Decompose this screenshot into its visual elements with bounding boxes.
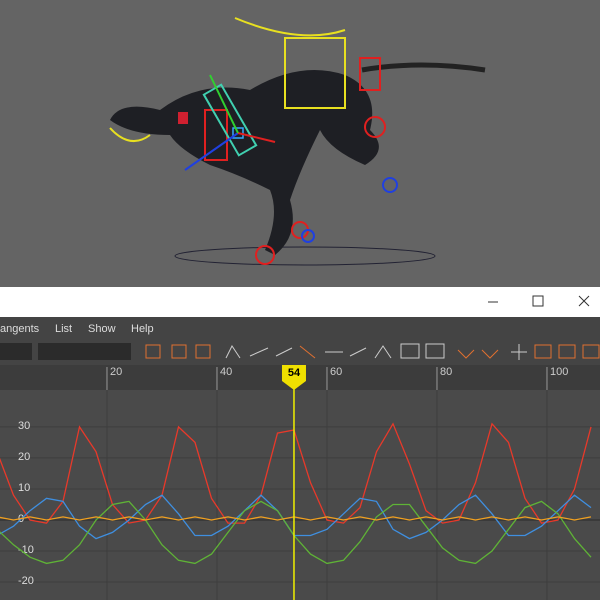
x-tick-label: 60	[330, 366, 342, 378]
y-tick-label: 10	[18, 482, 30, 494]
y-tick-label: -20	[18, 575, 34, 587]
y-tick-label: 30	[18, 420, 30, 432]
close-button[interactable]	[578, 295, 590, 307]
x-tick-label: 20	[110, 366, 122, 378]
input-field[interactable]	[0, 343, 32, 360]
maximize-button[interactable]	[532, 295, 544, 307]
menu-item[interactable]: Show	[88, 323, 116, 335]
y-tick-label: 20	[18, 451, 30, 463]
input-field[interactable]	[38, 343, 131, 360]
menu-bar: angents List Show Help	[0, 323, 154, 335]
dog-rig	[109, 17, 486, 266]
current-frame-label: 54	[288, 367, 301, 379]
menu-item[interactable]: Help	[131, 323, 154, 335]
toolbar-icons	[145, 343, 600, 360]
graph-area	[0, 390, 600, 600]
title-bar	[0, 287, 600, 317]
y-tick-label: -10	[18, 544, 34, 556]
x-tick-label: 40	[220, 366, 232, 378]
x-tick-label: 100	[550, 366, 568, 378]
menu-item[interactable]: List	[55, 323, 72, 335]
x-tick-label: 80	[440, 366, 452, 378]
menu-item[interactable]: angents	[0, 323, 40, 335]
current-frame-marker	[281, 365, 306, 390]
